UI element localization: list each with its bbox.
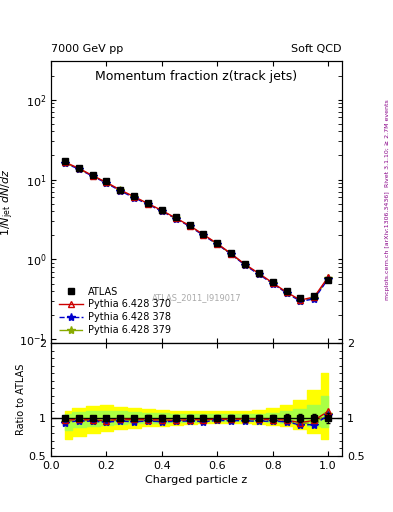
Text: Soft QCD: Soft QCD [292, 44, 342, 54]
Y-axis label: $1/N_\mathrm{jet}\ dN/dz$: $1/N_\mathrm{jet}\ dN/dz$ [0, 168, 17, 236]
Text: mcplots.cern.ch [arXiv:1306.3436]: mcplots.cern.ch [arXiv:1306.3436] [385, 191, 389, 300]
Y-axis label: Ratio to ATLAS: Ratio to ATLAS [16, 364, 26, 435]
Text: Rivet 3.1.10; ≥ 2.7M events: Rivet 3.1.10; ≥ 2.7M events [385, 99, 389, 187]
X-axis label: Charged particle z: Charged particle z [145, 475, 248, 485]
Text: ATLAS_2011_I919017: ATLAS_2011_I919017 [152, 293, 241, 303]
Legend: ATLAS, Pythia 6.428 370, Pythia 6.428 378, Pythia 6.428 379: ATLAS, Pythia 6.428 370, Pythia 6.428 37… [56, 284, 174, 338]
Text: 7000 GeV pp: 7000 GeV pp [51, 44, 123, 54]
Text: Momentum fraction z(track jets): Momentum fraction z(track jets) [95, 70, 298, 83]
